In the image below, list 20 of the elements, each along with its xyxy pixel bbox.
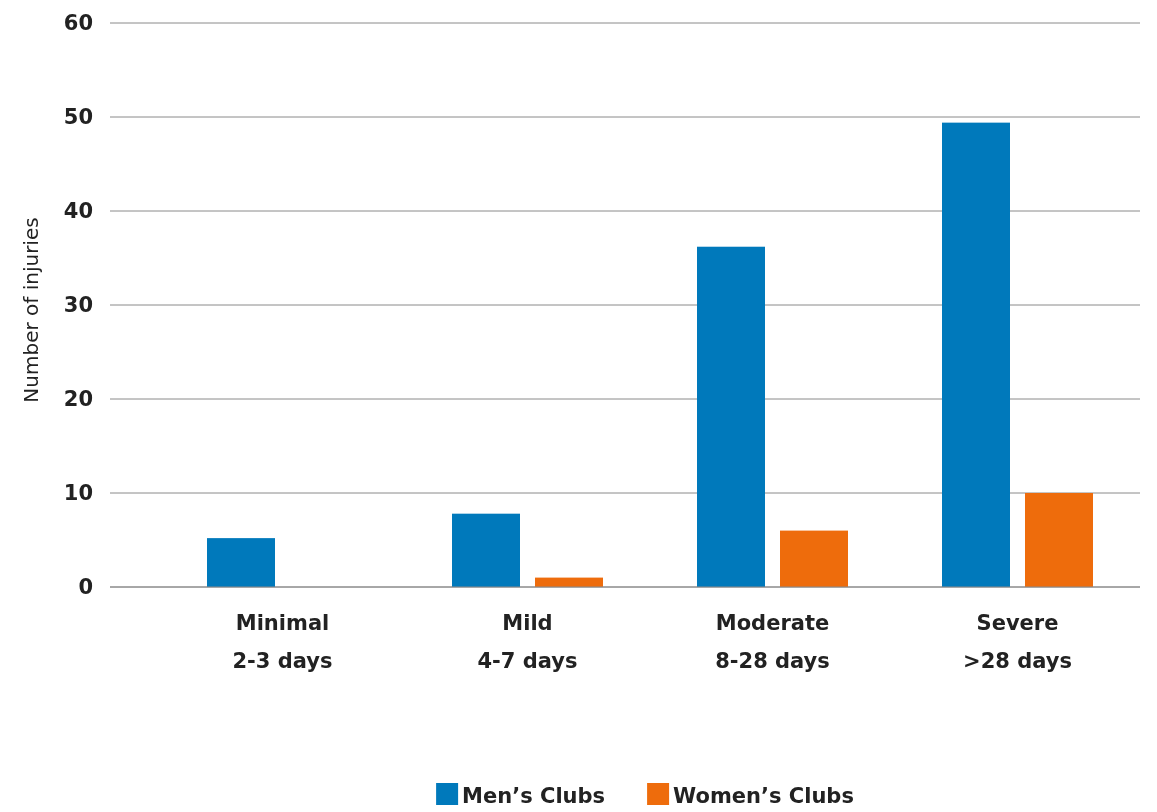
y-tick-label: 30 — [63, 293, 93, 318]
y-tick-label: 0 — [78, 575, 93, 600]
legend-label: Women’s Clubs — [673, 784, 854, 808]
y-tick-label: 60 — [63, 11, 93, 36]
bar — [452, 513, 520, 587]
x-tick-label: Minimal 2-3 days — [232, 611, 333, 673]
legend-label: Men’s Clubs — [462, 784, 606, 808]
x-tick-label: Severe >28 days — [963, 611, 1072, 673]
bar — [780, 530, 848, 587]
y-tick-label: 40 — [63, 199, 93, 224]
y-tick-label: 10 — [63, 481, 93, 506]
bar — [207, 538, 275, 587]
y-axis-title: Number of injuries — [19, 217, 43, 403]
y-tick-label: 20 — [63, 387, 93, 412]
y-tick-label: 50 — [63, 105, 93, 130]
x-tick-label: Mild 4-7 days — [477, 611, 578, 673]
bar — [1025, 493, 1093, 587]
x-tick-label: Moderate 8-28 days — [715, 611, 830, 673]
bar — [697, 246, 765, 587]
bar — [942, 122, 1010, 587]
